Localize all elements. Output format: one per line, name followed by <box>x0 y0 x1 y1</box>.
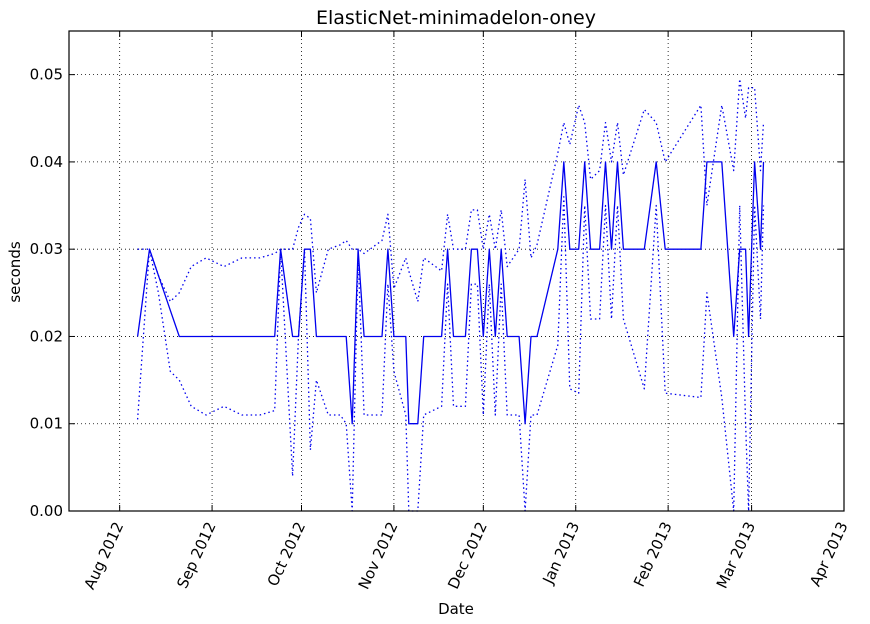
y-tick-label: 0.04 <box>30 153 63 171</box>
y-tick-label: 0.02 <box>30 327 63 345</box>
y-tick-label: 0.03 <box>30 240 63 258</box>
chart-title: ElasticNet-minimadelon-oney <box>316 7 596 29</box>
x-axis-label: Date <box>438 600 474 618</box>
plot-frame <box>68 30 845 512</box>
series-line-mean <box>136 161 765 425</box>
series-line-bound-1 <box>136 78 765 420</box>
series-layer <box>136 78 765 512</box>
y-tick-label: 0.01 <box>30 415 63 433</box>
y-tick-label: 0.00 <box>30 502 63 520</box>
y-axis-label: seconds <box>6 241 24 302</box>
y-tick-label: 0.05 <box>30 66 63 84</box>
